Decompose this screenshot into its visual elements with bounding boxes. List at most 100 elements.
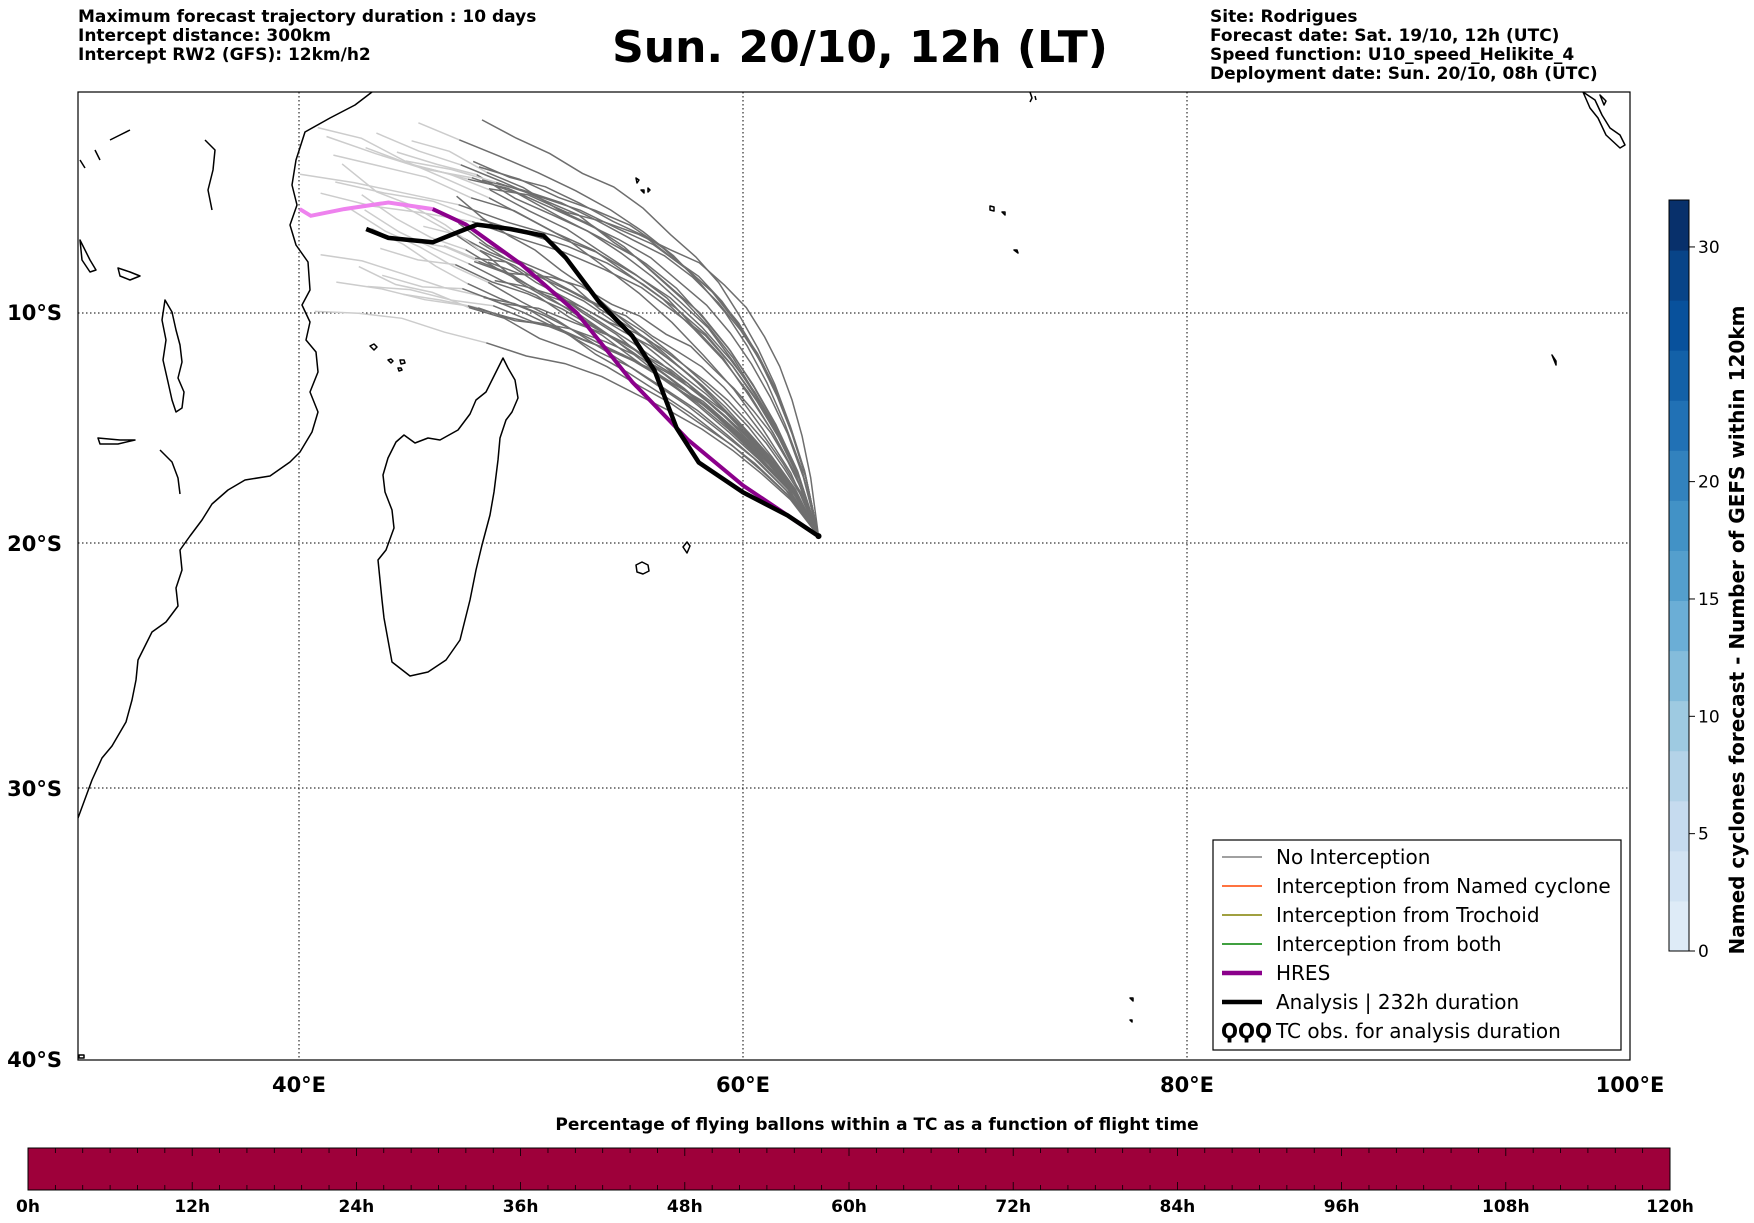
lat-label-20s: 20°S	[7, 532, 62, 556]
africa-coast-detail	[204, 139, 216, 211]
legend-item-no-interception: No Interception	[1222, 845, 1430, 869]
amsterdam-island	[1129, 997, 1134, 1023]
ensemble-track	[470, 197, 820, 537]
ensemble-track-extended	[299, 173, 459, 206]
ensemble-track	[467, 305, 820, 537]
lat-label-40s: 40°S	[7, 1048, 62, 1072]
intercept-distance-text: Intercept distance: 300km	[78, 26, 331, 46]
flight-time-tick-label: 24h	[339, 1197, 375, 1217]
ensemble-track	[456, 235, 820, 537]
max-duration-text: Maximum forecast trajectory duration : 1…	[78, 7, 537, 27]
lat-label-10s: 10°S	[7, 301, 62, 325]
ensemble-track	[458, 222, 820, 537]
lon-label-80e: 80°E	[1160, 1073, 1214, 1097]
flight-time-tick-label: 108h	[1482, 1197, 1530, 1217]
ensemble-track	[487, 281, 820, 537]
ensemble-track	[478, 166, 820, 537]
svg-text:Interception from Trochoid: Interception from Trochoid	[1276, 903, 1540, 927]
flight-time-tick-label: 84h	[1160, 1197, 1196, 1217]
ensemble-track-extended	[411, 140, 488, 173]
somalia-coast-north	[79, 129, 131, 169]
flight-time-colorbar-minor-ticks	[27, 1148, 1671, 1190]
mauritius-island	[682, 541, 691, 554]
cyclone-colorbar-cell	[1669, 250, 1689, 301]
ensemble-track	[486, 171, 820, 537]
ensemble-track-extended	[443, 244, 476, 259]
cyclone-colorbar-cell	[1669, 450, 1689, 501]
intercept-rw2-text: Intercept RW2 (GFS): 12km/h2	[78, 45, 371, 65]
lon-label-60e: 60°E	[716, 1073, 770, 1097]
cyclone-colorbar-tick-label: 30	[1698, 238, 1720, 258]
lake-victoria	[161, 299, 185, 413]
ensemble-track	[473, 260, 820, 537]
tc-obs-symbol: ϘϘϘ	[1221, 1019, 1272, 1043]
cyclone-colorbar-cell	[1669, 550, 1689, 602]
map-title: Sun. 20/10, 12h (LT)	[612, 22, 1108, 73]
site-info-block: Site: Rodrigues Forecast date: Sat. 19/1…	[1210, 8, 1598, 84]
svg-text:Analysis | 232h duration: Analysis | 232h duration	[1276, 990, 1519, 1014]
cyclone-colorbar-cell	[1669, 650, 1689, 702]
flight-time-tick-label: 96h	[1324, 1197, 1360, 1217]
ensemble-track-extended	[367, 285, 494, 307]
seychelles-islands	[635, 177, 651, 194]
ensemble-track	[454, 263, 820, 537]
madagascar-coastline	[377, 357, 519, 677]
legend-item-tc-obs: ϘϘϘ TC obs. for analysis duration	[1221, 1019, 1561, 1043]
cyclone-colorbar-cells	[1669, 200, 1689, 952]
ensemble-track	[471, 176, 820, 537]
ensemble-track	[492, 305, 820, 537]
ensemble-track-extended	[326, 135, 472, 179]
cyclone-colorbar-cell	[1669, 200, 1689, 251]
svg-text:TC obs. for analysis duration: TC obs. for analysis duration	[1275, 1019, 1561, 1043]
flight-time-tick-label: 36h	[503, 1197, 539, 1217]
cyclone-colorbar-cell	[1669, 300, 1689, 351]
cyclone-colorbar-cell	[1669, 350, 1689, 401]
lon-labels: 40°E 60°E 80°E 100°E	[272, 1073, 1664, 1097]
ensemble-track	[481, 119, 820, 537]
legend: No Interception Interception from Named …	[1212, 839, 1622, 1051]
legend-item-trochoid: Interception from Trochoid	[1222, 903, 1540, 927]
ensemble-track-extended	[396, 201, 458, 237]
ensemble-track	[461, 287, 820, 537]
legend-item-both: Interception from both	[1222, 932, 1502, 956]
cyclone-colorbar-cell	[1669, 900, 1689, 952]
lat-label-30s: 30°S	[7, 777, 62, 801]
ensemble-track-extended	[376, 132, 461, 166]
cyclone-colorbar-tick-label: 10	[1698, 707, 1720, 727]
plot-frame	[77, 91, 1631, 1061]
flight-time-tick-label: 120h	[1646, 1197, 1694, 1217]
lon-label-40e: 40°E	[272, 1073, 326, 1097]
svg-text:Interception from both: Interception from both	[1276, 932, 1502, 956]
ensemble-track	[467, 178, 820, 537]
hres-track	[431, 207, 820, 538]
flight-time-colorbar-ticks: 0h 12h 24h 36h 48h 60h 72h 84h 96h 108h 120h	[16, 1197, 1694, 1217]
cyclone-colorbar-tick-label: 5	[1698, 825, 1709, 845]
prince-edward-island	[78, 1054, 85, 1059]
cyclone-colorbar-tick-label: 0	[1698, 942, 1709, 962]
svg-text:HRES: HRES	[1276, 961, 1330, 985]
reunion-island	[635, 561, 650, 575]
analysis-track	[365, 222, 820, 538]
ensemble-track-extended	[336, 281, 468, 307]
legend-item-analysis: Analysis | 232h duration	[1222, 990, 1519, 1014]
cyclone-colorbar-label: Named cyclones forecast - Number of GEFS…	[1725, 306, 1749, 955]
ensemble-track-extended	[335, 181, 481, 221]
ensemble-track	[487, 261, 820, 537]
lon-label-100e: 100°E	[1596, 1073, 1665, 1097]
ensemble-track-extended	[405, 160, 497, 184]
cyclone-colorbar-cell	[1669, 500, 1689, 551]
cyclone-colorbar-frame	[1668, 199, 1690, 952]
gridlines	[78, 92, 1630, 1060]
ensemble-track-extended	[350, 208, 489, 283]
flight-time-tick-label: 48h	[667, 1197, 703, 1217]
flight-time-colorbar-title: Percentage of flying ballons within a TC…	[555, 1115, 1199, 1135]
cyclone-colorbar-cell	[1669, 700, 1689, 752]
ensemble-track-extended	[380, 247, 456, 266]
forecast-date-text: Forecast date: Sat. 19/10, 12h (UTC)	[1210, 26, 1560, 46]
deployment-date-text: Deployment date: Sun. 20/10, 08h (UTC)	[1210, 64, 1598, 84]
flight-time-tick-label: 12h	[174, 1197, 210, 1217]
chagos-islands	[989, 205, 1019, 254]
ensemble-track-extended	[320, 253, 485, 298]
ensemble-track-extended	[361, 194, 466, 251]
flight-time-tick-label: 0h	[16, 1197, 40, 1217]
